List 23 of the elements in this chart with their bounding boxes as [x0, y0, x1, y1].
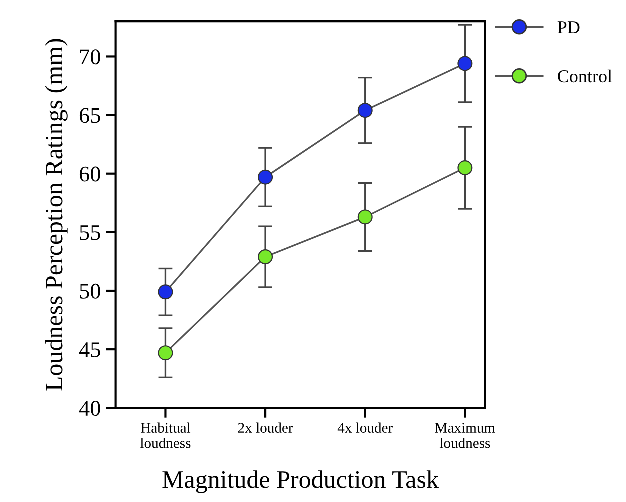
legend-label: PD	[558, 22, 580, 34]
point	[358, 210, 373, 225]
y-tick-label: 55	[80, 226, 100, 240]
y-tick-label: 65	[80, 108, 100, 124]
y-tick-label: 60	[80, 166, 100, 182]
legend-label: Control	[558, 70, 612, 83]
point	[258, 250, 274, 265]
x-tick-label: Habitual loudness	[140, 422, 191, 448]
x-axis-title: Magnitude Production Task	[162, 470, 439, 494]
y-tick-label: 40	[79, 401, 100, 416]
y-tick-label: 50	[80, 284, 100, 299]
y-tick-label: 45	[79, 342, 100, 358]
x-tick-label: Maximum loudness	[435, 423, 496, 448]
x-tick-label: 4x louder	[338, 422, 393, 433]
point	[158, 284, 174, 300]
point	[458, 160, 473, 176]
point	[458, 56, 473, 72]
y-tick-label: 70	[80, 50, 100, 65]
point	[158, 346, 174, 361]
x-tick-label: 2x louder	[238, 422, 294, 433]
point	[358, 103, 373, 118]
point	[258, 170, 274, 185]
y-axis-title: Loudness Perception Ratings (mm)	[45, 39, 68, 391]
